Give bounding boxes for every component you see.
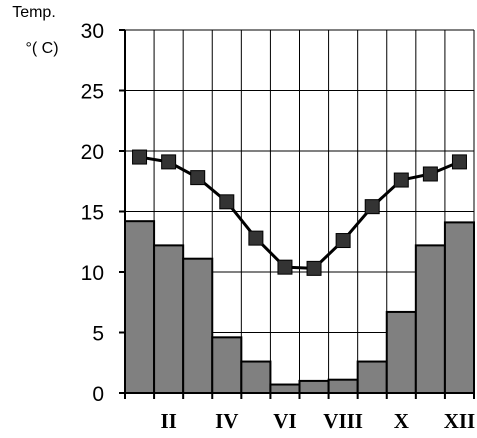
bar-XII (443, 221, 475, 394)
bar-VIII (327, 378, 359, 395)
marker-III (190, 170, 206, 186)
marker-VI (277, 259, 293, 275)
bar-VII (298, 379, 330, 394)
x-axis-ticks: II IV VI VIII X XII (160, 409, 475, 433)
bar-V (240, 360, 272, 395)
y-axis-title-line1: Temp. (12, 4, 56, 21)
y-axis-title-line2: °( C) (25, 40, 58, 57)
x-tick-label-XII: XII (444, 409, 476, 433)
x-tick-label-VIII: VIII (323, 409, 363, 433)
marker-XII (451, 154, 467, 170)
bar-II (153, 244, 185, 394)
bars (124, 220, 475, 395)
bar-III (182, 257, 214, 394)
marker-I (132, 149, 148, 165)
y-tick-label-5: 25 (81, 81, 104, 104)
line-series (132, 149, 467, 276)
bar-X (385, 310, 417, 394)
y-tick-label-4: 20 (81, 141, 104, 164)
bar-XI (414, 244, 446, 394)
marker-XI (422, 166, 438, 182)
marker-VIII (335, 233, 351, 249)
marker-IX (364, 199, 380, 215)
x-tick-label-VI: VI (273, 409, 296, 433)
y-tick-label-3: 15 (81, 202, 104, 225)
bar-VI (269, 383, 301, 394)
bar-IV (211, 336, 243, 394)
marker-VII (306, 260, 322, 276)
y-tick-label-6: 30 (81, 20, 104, 43)
bar-I (124, 220, 156, 394)
y-tick-label-2: 10 (81, 262, 104, 285)
marker-X (393, 172, 409, 188)
y-axis-ticks: 0 5 10 15 20 25 30 (81, 20, 104, 406)
marker-II (161, 154, 177, 170)
x-tick-label-X: X (394, 409, 409, 433)
plot-frame (119, 29, 475, 399)
x-tick-label-II: II (160, 409, 176, 433)
marker-V (248, 230, 264, 246)
y-tick-label-1: 5 (92, 323, 104, 346)
bar-IX (356, 360, 388, 395)
x-tick-label-IV: IV (215, 409, 238, 433)
y-tick-label-0: 0 (92, 383, 104, 406)
marker-IV (219, 194, 235, 210)
